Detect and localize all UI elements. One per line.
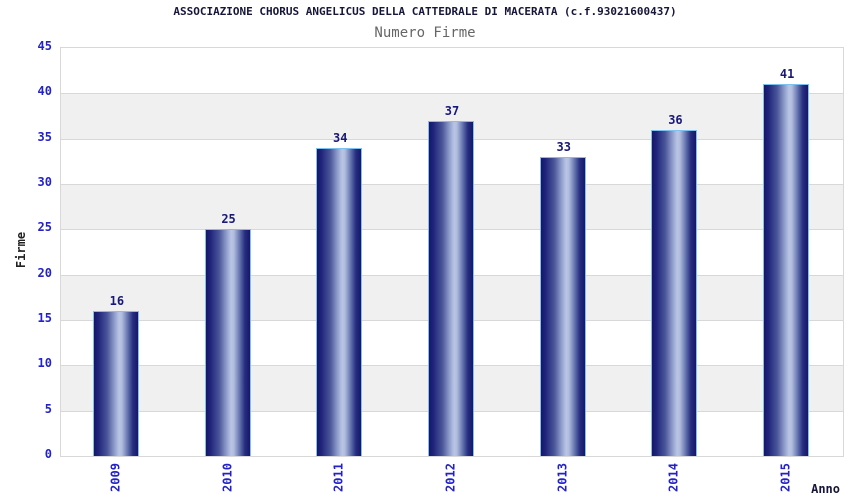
x-tick-label-2010: 2010: [220, 463, 235, 492]
y-tick-label-15: 15: [37, 311, 52, 325]
y-tick-label-40: 40: [37, 84, 52, 99]
x-tick-label-2009: 2009: [108, 463, 123, 492]
y-tick-label-25: 25: [37, 220, 52, 235]
bar-2013: [539, 156, 586, 456]
bar-value-label: 41: [779, 67, 795, 82]
plot-area: 16 25 34 37 33 36 41: [60, 47, 844, 457]
y-tick-label-35: 35: [37, 129, 52, 144]
bar-value-label: 36: [668, 112, 683, 127]
bar-2010: [204, 229, 251, 456]
x-tick-label-2015: 2015: [778, 463, 793, 492]
bar-value-label: 33: [556, 139, 571, 154]
x-tick-label-2011: 2011: [331, 463, 346, 492]
bar-2014: [651, 129, 698, 456]
chart-subtitle: Numero Firme: [374, 25, 476, 41]
bar-value-label: 34: [333, 130, 348, 145]
bar-2012: [428, 120, 474, 456]
x-tick-label-2013: 2013: [555, 463, 570, 492]
x-tick-label-2012: 2012: [443, 463, 458, 492]
y-tick-label-0: 0: [44, 447, 52, 461]
x-tick-label-2014: 2014: [666, 463, 681, 492]
y-tick-label-20: 20: [37, 265, 52, 280]
gridline: [61, 93, 843, 95]
bar-value-label: 37: [444, 103, 460, 118]
y-tick-label-5: 5: [44, 401, 52, 416]
grid-band: [61, 48, 843, 94]
bar-2009: [92, 310, 139, 456]
y-tick-label-10: 10: [37, 356, 52, 371]
bar-2011: [316, 147, 363, 456]
bar-2015: [763, 84, 810, 456]
x-axis-title: Anno: [811, 482, 840, 496]
chart-title: ASSOCIAZIONE CHORUS ANGELICUS DELLA CATT…: [173, 5, 677, 18]
bar-value-label: 16: [109, 293, 125, 308]
bar-value-label: 25: [221, 212, 236, 227]
y-tick-label-45: 45: [37, 39, 52, 53]
y-tick-label-30: 30: [37, 175, 52, 189]
